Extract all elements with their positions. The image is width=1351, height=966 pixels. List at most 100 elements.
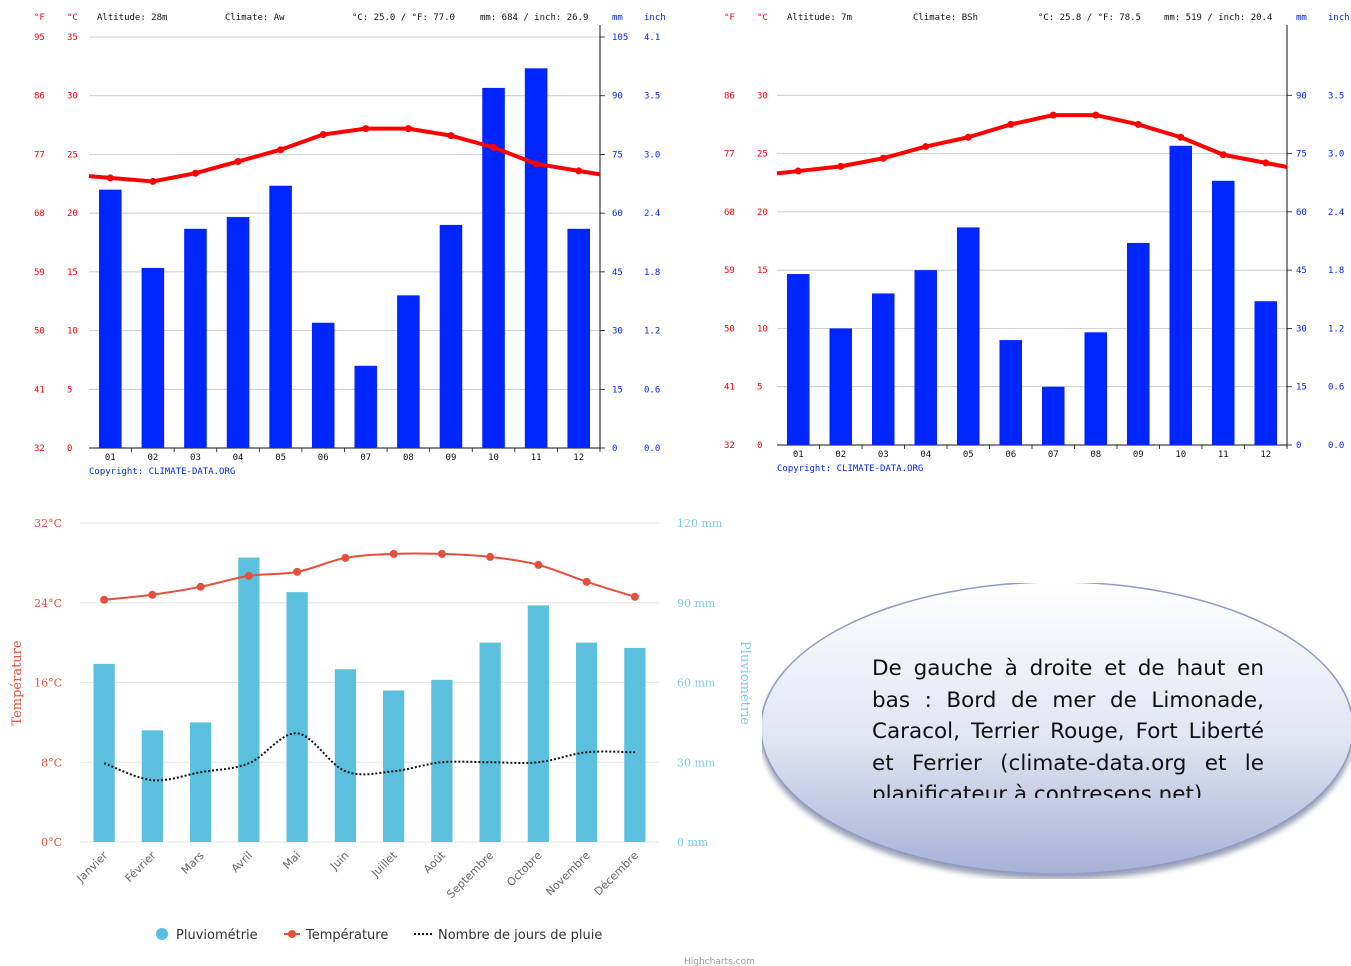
rain-bar xyxy=(1041,386,1065,445)
month-label: Mars xyxy=(179,849,207,877)
rain-bar xyxy=(238,557,260,842)
tick-label-mm: 45 xyxy=(612,268,623,278)
month-label: 09 xyxy=(1133,450,1144,460)
temperature-point xyxy=(341,553,350,562)
month-label: Décembre xyxy=(592,849,642,899)
month-label: 05 xyxy=(275,453,286,463)
tick-label-inch: 1.2 xyxy=(1328,324,1344,334)
mm-unit-label: mm xyxy=(612,13,623,23)
tick-label-mm: 90 xyxy=(612,92,623,102)
tick-label-c: 10 xyxy=(67,327,78,337)
month-label: 03 xyxy=(878,450,889,460)
temperature-point xyxy=(234,157,242,165)
tick-label-mm: 75 xyxy=(1296,150,1307,160)
month-label: Février xyxy=(123,849,159,885)
rain-bar xyxy=(567,228,590,448)
tick-label-f: 32 xyxy=(724,441,735,451)
temperature-point xyxy=(1134,120,1142,128)
temperature-point xyxy=(319,130,327,138)
copyright-label: Copyright: CLIMATE-DATA.ORG xyxy=(89,467,235,477)
tick-label-inch: 2.4 xyxy=(644,209,660,219)
legend-rain-icon[interactable] xyxy=(156,928,168,940)
avg-rain-label: mm: 684 / inch: 26.9 xyxy=(480,13,588,23)
legend-rain-label[interactable]: Pluviométrie xyxy=(176,928,258,943)
temperature-line xyxy=(88,126,601,184)
tick-label-mm: 15 xyxy=(1296,383,1307,393)
month-label: Juillet xyxy=(368,848,400,880)
rain-bar xyxy=(383,690,405,842)
y-tick-label-right: 120 mm xyxy=(677,517,723,530)
tick-label-mm: 45 xyxy=(1296,266,1307,276)
tick-label-c: 25 xyxy=(67,150,78,160)
temperature-point xyxy=(437,549,446,558)
tick-label-c: 5 xyxy=(757,383,762,393)
climate-label: Climate: BSh xyxy=(913,13,978,23)
month-label: 06 xyxy=(318,453,329,463)
highcharts-credit[interactable]: Highcharts.com xyxy=(684,957,755,966)
rain-bar xyxy=(1169,145,1193,446)
avg-temp-label: °C: 25.8 / °F: 78.5 xyxy=(1038,13,1141,23)
tick-label-c: 10 xyxy=(757,324,768,334)
rain-bar xyxy=(141,267,165,448)
copyright-label: Copyright: CLIMATE-DATA.ORG xyxy=(777,464,923,474)
legend: Pluviométrie Température Nombre de jours… xyxy=(156,928,602,943)
temperature-point xyxy=(196,582,205,591)
tick-label-inch: 3.5 xyxy=(1328,91,1344,101)
month-label: 12 xyxy=(573,453,584,463)
legend-rainy-days-label[interactable]: Nombre de jours de pluie xyxy=(438,928,602,943)
tick-label-inch: 1.2 xyxy=(644,327,660,337)
rain-bar xyxy=(624,647,646,842)
temperature-point xyxy=(486,552,495,561)
temperature-point xyxy=(534,560,543,569)
temperature-point xyxy=(575,167,583,175)
caption-ellipse-shape xyxy=(762,583,1351,875)
month-label: 02 xyxy=(835,450,846,460)
temperature-point xyxy=(191,169,199,177)
month-label: 07 xyxy=(1048,450,1059,460)
temperature-point xyxy=(293,567,302,576)
temperature-point xyxy=(1007,120,1015,128)
month-label: Mai xyxy=(280,849,303,872)
temperature-point xyxy=(106,174,114,182)
month-label: 10 xyxy=(1175,450,1186,460)
rain-bar xyxy=(956,227,980,445)
altitude-label: Altitude: 28m xyxy=(97,13,167,23)
rain-bar xyxy=(93,663,115,842)
temperature-point xyxy=(1092,111,1100,119)
temperature-point xyxy=(630,592,639,601)
tick-label-mm: 0 xyxy=(612,444,617,454)
month-label: 01 xyxy=(793,450,804,460)
tick-label-mm: 0 xyxy=(1296,441,1301,451)
tick-label-inch: 4.1 xyxy=(644,33,660,43)
caption-callout: De gauche à droite et de haut en bas : B… xyxy=(762,583,1351,879)
mm-unit-label: mm xyxy=(1296,13,1307,23)
legend-temp-dot xyxy=(288,930,296,938)
tick-label-c: 30 xyxy=(757,91,768,101)
tick-label-c: 20 xyxy=(757,208,768,218)
month-label: Novembre xyxy=(543,849,593,899)
legend-temp-label[interactable]: Température xyxy=(305,928,388,943)
highcharts-climate-chart: 0°C 0 mm 8°C 30 mm 16°C 60 mm 24°C 90 mm 32°C 120… xyxy=(10,517,755,966)
month-label: Avril xyxy=(229,849,255,875)
temperature-point xyxy=(1049,111,1057,119)
rain-bar xyxy=(914,270,938,445)
temperature-point xyxy=(148,590,157,599)
temperature-point xyxy=(837,162,845,170)
tick-label-inch: 1.8 xyxy=(644,268,660,278)
temperature-point xyxy=(1177,133,1185,141)
tick-label-mm: 60 xyxy=(1296,208,1307,218)
month-label: 04 xyxy=(233,453,244,463)
rain-bar xyxy=(190,722,212,842)
tick-label-inch: 3.5 xyxy=(644,92,660,102)
y-tick-label-right: 60 mm xyxy=(677,677,716,690)
tick-label-f: 77 xyxy=(724,150,735,160)
temperature-point xyxy=(879,154,887,162)
tick-label-mm: 30 xyxy=(612,327,623,337)
temperature-point xyxy=(149,177,157,185)
temperature-point xyxy=(277,146,285,154)
temperature-point xyxy=(1219,151,1227,159)
tick-label-f: 32 xyxy=(34,444,45,454)
inch-unit-label: inch xyxy=(644,13,666,23)
rain-bar xyxy=(576,642,598,842)
rain-bar xyxy=(397,295,420,448)
